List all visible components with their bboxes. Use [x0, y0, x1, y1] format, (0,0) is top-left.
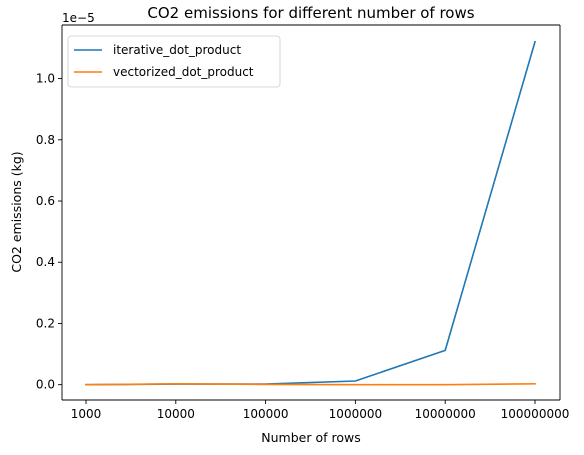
legend: iterative_dot_product vectorized_dot_prod… — [67, 35, 281, 88]
plot-area — [62, 25, 560, 400]
plot-frame — [61, 24, 561, 401]
x-tick-label: 10000000 — [415, 407, 476, 421]
y-tick-label: 0.0 — [36, 378, 55, 392]
x-tick-label: 100000 — [243, 407, 289, 421]
y-tick-label: 1.0 — [36, 72, 55, 86]
y-tick-label: 0.8 — [36, 133, 55, 147]
plot-lines — [85, 40, 536, 386]
x-tick-label: 1000000 — [329, 407, 382, 421]
legend-frame — [67, 35, 281, 88]
legend-label: iterative_dot_product — [113, 43, 241, 57]
chart-title: CO2 emissions for different number of ro… — [147, 4, 474, 22]
x-axis: 1000 10000 100000 1000000 10000000 100000000 — [71, 400, 570, 421]
y-axis: 0.0 0.2 0.4 0.6 0.8 1.0 — [36, 72, 62, 392]
y-axis-offset-label: 1e−5 — [62, 11, 95, 25]
x-axis-label: Number of rows — [261, 430, 360, 445]
y-tick-label: 0.6 — [36, 194, 55, 208]
y-tick-label: 0.2 — [36, 316, 55, 330]
y-tick-label: 0.4 — [36, 255, 55, 269]
legend-label: vectorized_dot_product — [113, 65, 254, 79]
series-line-vectorized-dot-product — [85, 382, 536, 386]
x-tick-label: 10000 — [157, 407, 195, 421]
x-tick-label: 100000000 — [501, 407, 570, 421]
y-axis-label: CO2 emissions (kg) — [9, 151, 24, 272]
x-tick-label: 1000 — [71, 407, 102, 421]
